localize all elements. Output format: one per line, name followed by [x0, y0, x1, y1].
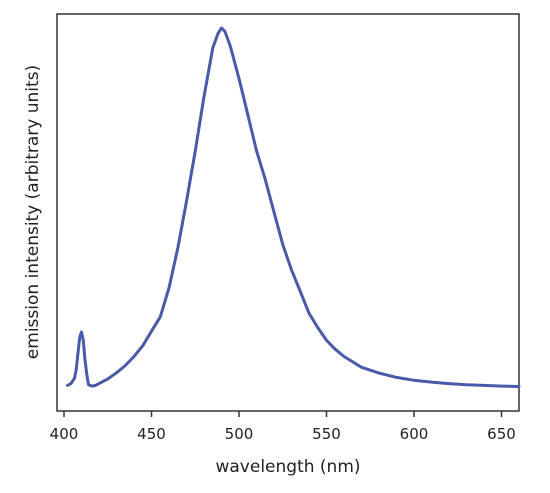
series-group [66, 26, 521, 388]
emission-series-line [66, 26, 521, 388]
x-tick-label: 650 [487, 425, 516, 443]
x-axis-ticks: 400 450 500 550 600 650 [50, 411, 516, 443]
x-tick-label: 550 [312, 425, 341, 443]
y-axis-title: emission intensity (arbitrary units) [23, 65, 43, 359]
plot-frame [56, 13, 520, 412]
x-axis-title: wavelength (nm) [215, 457, 360, 477]
x-tick-label: 500 [225, 425, 254, 443]
x-tick-label: 600 [400, 425, 429, 443]
x-tick-label: 400 [50, 425, 79, 443]
x-tick-label: 450 [137, 425, 166, 443]
